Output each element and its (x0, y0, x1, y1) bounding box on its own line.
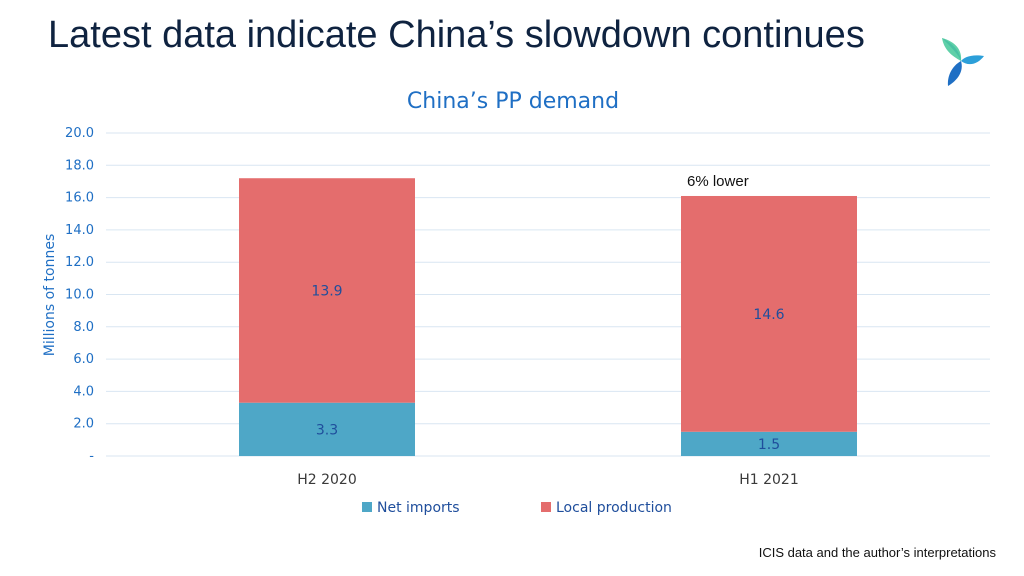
y-tick-label: 10.0 (65, 288, 94, 303)
y-tick-label: 4.0 (73, 384, 94, 399)
legend-label: Net imports (377, 500, 460, 516)
bar-segment (681, 195, 857, 432)
data-label: 1.5 (758, 437, 780, 453)
y-tick-label: 20.0 (65, 126, 94, 141)
y-tick-label: 12.0 (65, 255, 94, 270)
x-axis-categories: H2 2020 H1 2021 (297, 472, 799, 488)
legend: Net imports Local production (362, 500, 672, 516)
legend-label: Local production (556, 500, 672, 516)
data-label: 13.9 (311, 283, 342, 299)
annotation-label: 6% lower (687, 173, 749, 190)
annotations: 6% lower (687, 173, 749, 190)
grid-lines (106, 132, 990, 457)
y-tick-label: 16.0 (65, 191, 94, 206)
x-category-label: H1 2021 (739, 472, 799, 488)
bar-segment (681, 431, 857, 456)
legend-swatch (541, 502, 551, 512)
bars: 3.3 13.9 1.5 14.6 (239, 178, 857, 456)
icis-logo-icon (942, 38, 984, 86)
bar-segment (239, 402, 415, 456)
y-tick-label: - (89, 449, 94, 464)
source-note: ICIS data and the author’s interpretatio… (758, 545, 996, 560)
legend-swatch (362, 502, 372, 512)
y-tick-label: 2.0 (73, 417, 94, 432)
data-label: 14.6 (753, 307, 784, 323)
data-label: 3.3 (316, 422, 338, 438)
y-tick-label: 18.0 (65, 158, 94, 173)
y-tick-label: 8.0 (73, 320, 94, 335)
x-category-label: H2 2020 (297, 472, 357, 488)
y-tick-label: 14.0 (65, 223, 94, 238)
y-axis-title: Millions of tonnes (42, 234, 58, 356)
y-tick-label: 6.0 (73, 352, 94, 367)
chart-title: China’s PP demand (407, 89, 619, 114)
chart: China’s PP demand - 2.0 4.0 6.0 8.0 10.0 12.0 1… (42, 89, 990, 516)
y-axis-ticks: - 2.0 4.0 6.0 8.0 10.0 12.0 14.0 16.0 18.0 20.0 (65, 126, 94, 464)
bar-segment (239, 178, 415, 403)
slide-title: Latest data indicate China’s slowdown co… (48, 14, 865, 56)
